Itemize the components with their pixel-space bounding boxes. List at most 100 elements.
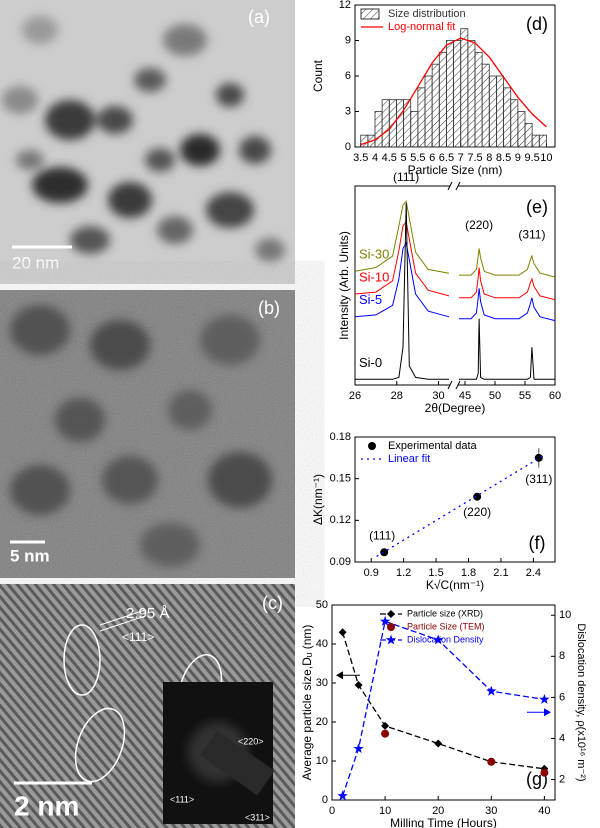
annotation: (220): [463, 505, 491, 519]
x-tick-label: 2.4: [526, 567, 541, 579]
series-label: Si-5: [359, 292, 382, 307]
marker: [354, 680, 363, 689]
x-tick-label: 10: [540, 152, 552, 164]
marker: [381, 729, 390, 738]
y-tick-label: 50: [316, 599, 328, 611]
x-tick-label: 20: [432, 805, 444, 817]
scale-label: 20 nm: [12, 253, 59, 272]
x-tick-label: 5: [401, 152, 407, 164]
x-tick-label: 9: [515, 152, 521, 164]
marker: [487, 757, 496, 766]
x-tick-label: 55: [519, 390, 531, 402]
x-tick-label: 4: [372, 152, 378, 164]
histogram-bar: [388, 99, 397, 148]
x-tick-label: 30: [432, 390, 444, 402]
y-tick-label: 10: [316, 755, 328, 767]
marker: [387, 623, 395, 631]
axis-break-gap: [450, 184, 458, 188]
annotation: (220): [465, 218, 493, 232]
marker: [385, 634, 397, 645]
marker: [379, 615, 391, 626]
marker: [534, 453, 543, 462]
y-axis-label: ΔK(nm⁻¹): [311, 474, 325, 525]
legend-swatch: [360, 8, 380, 20]
series-line: [355, 203, 555, 380]
marker: [381, 721, 390, 730]
x-tick-label: 1.2: [396, 567, 411, 579]
y2-tick-label: 6: [559, 691, 565, 703]
x-axis-label: Milling Time (Hours): [390, 816, 497, 828]
axis-break-mark: [447, 181, 453, 191]
y-tick-label: 0.18: [330, 431, 351, 443]
marker: [434, 739, 443, 748]
marker: [387, 610, 395, 618]
histogram-bar: [517, 111, 526, 148]
annotation: (111): [393, 170, 419, 184]
y-tick-label: 0: [322, 794, 328, 806]
x-tick-label: 0: [329, 805, 335, 817]
particles: [2, 16, 285, 262]
x-tick-label: 1.5: [428, 567, 443, 579]
marker: [337, 790, 348, 801]
histogram-bar: [503, 87, 512, 148]
series-line: [341, 632, 545, 770]
marker: [433, 634, 444, 645]
panel-label: (b): [258, 298, 280, 318]
histogram-bar: [474, 51, 483, 148]
legend-label: Particle size (XRD): [407, 608, 483, 618]
x-tick-label: 10: [379, 805, 391, 817]
legend-label: Log-normal fit: [388, 21, 455, 33]
histogram-bar: [374, 111, 383, 148]
histogram-bar: [410, 111, 419, 148]
legend-label: Linear fit: [388, 453, 430, 465]
panel-label: (c): [262, 593, 283, 613]
marker: [353, 743, 364, 754]
marker: [338, 628, 347, 637]
series-line: [354, 241, 556, 322]
y-tick-label: 30: [316, 677, 328, 689]
x-tick-label: 45: [459, 390, 471, 402]
y-tick-label: 6: [345, 70, 351, 82]
x-tick-label: 7.5: [467, 152, 482, 164]
y2-tick-label: 2: [559, 773, 565, 785]
micrograph-b: 5 nm (b): [0, 290, 295, 578]
axis-break-gap: [450, 383, 458, 387]
legend-label: Dislocation Density: [407, 634, 484, 644]
spacing-line: [99, 615, 146, 632]
y-axis-label: Intensity (Arb. Units): [337, 231, 351, 340]
y-tick-label: 40: [316, 638, 328, 650]
histogram-bar: [438, 51, 447, 148]
x-tick-label: 6: [429, 152, 435, 164]
marker: [486, 685, 497, 696]
x-tick-label: 28: [391, 390, 403, 402]
y-axis-label: Count: [311, 59, 325, 92]
y2-tick-label: 10: [559, 609, 571, 621]
series-line: [354, 200, 556, 278]
x-tick-label: 8: [486, 152, 492, 164]
histogram-bar: [431, 63, 440, 148]
direction-label: <111>: [122, 630, 154, 644]
axis-arrowhead: [336, 671, 343, 680]
histogram-bar: [496, 75, 504, 148]
histogram-bar: [453, 40, 462, 148]
histogram-bar: [524, 122, 533, 148]
marker: [539, 693, 550, 704]
y-tick-label: 3: [345, 105, 351, 117]
x-tick-label: 7: [458, 152, 464, 164]
inset-label: <311>: [245, 812, 270, 822]
series-line: [341, 620, 545, 797]
panel-label: (e): [526, 197, 548, 217]
micrograph-a: 20 nm (a): [0, 0, 295, 284]
scale-label: 5 nm: [10, 546, 50, 565]
histogram-bar: [403, 99, 412, 148]
plot-frame: [331, 604, 556, 801]
x-tick-label: 3.5: [353, 152, 368, 164]
axis-break-mark: [455, 181, 461, 191]
histogram-bar: [467, 40, 476, 148]
marker: [473, 492, 482, 501]
x-tick-label: 2.1: [493, 567, 508, 579]
beam-stop: [199, 730, 275, 796]
x-axis-label: Particle Size (nm): [408, 163, 503, 177]
particles: [10, 305, 272, 567]
